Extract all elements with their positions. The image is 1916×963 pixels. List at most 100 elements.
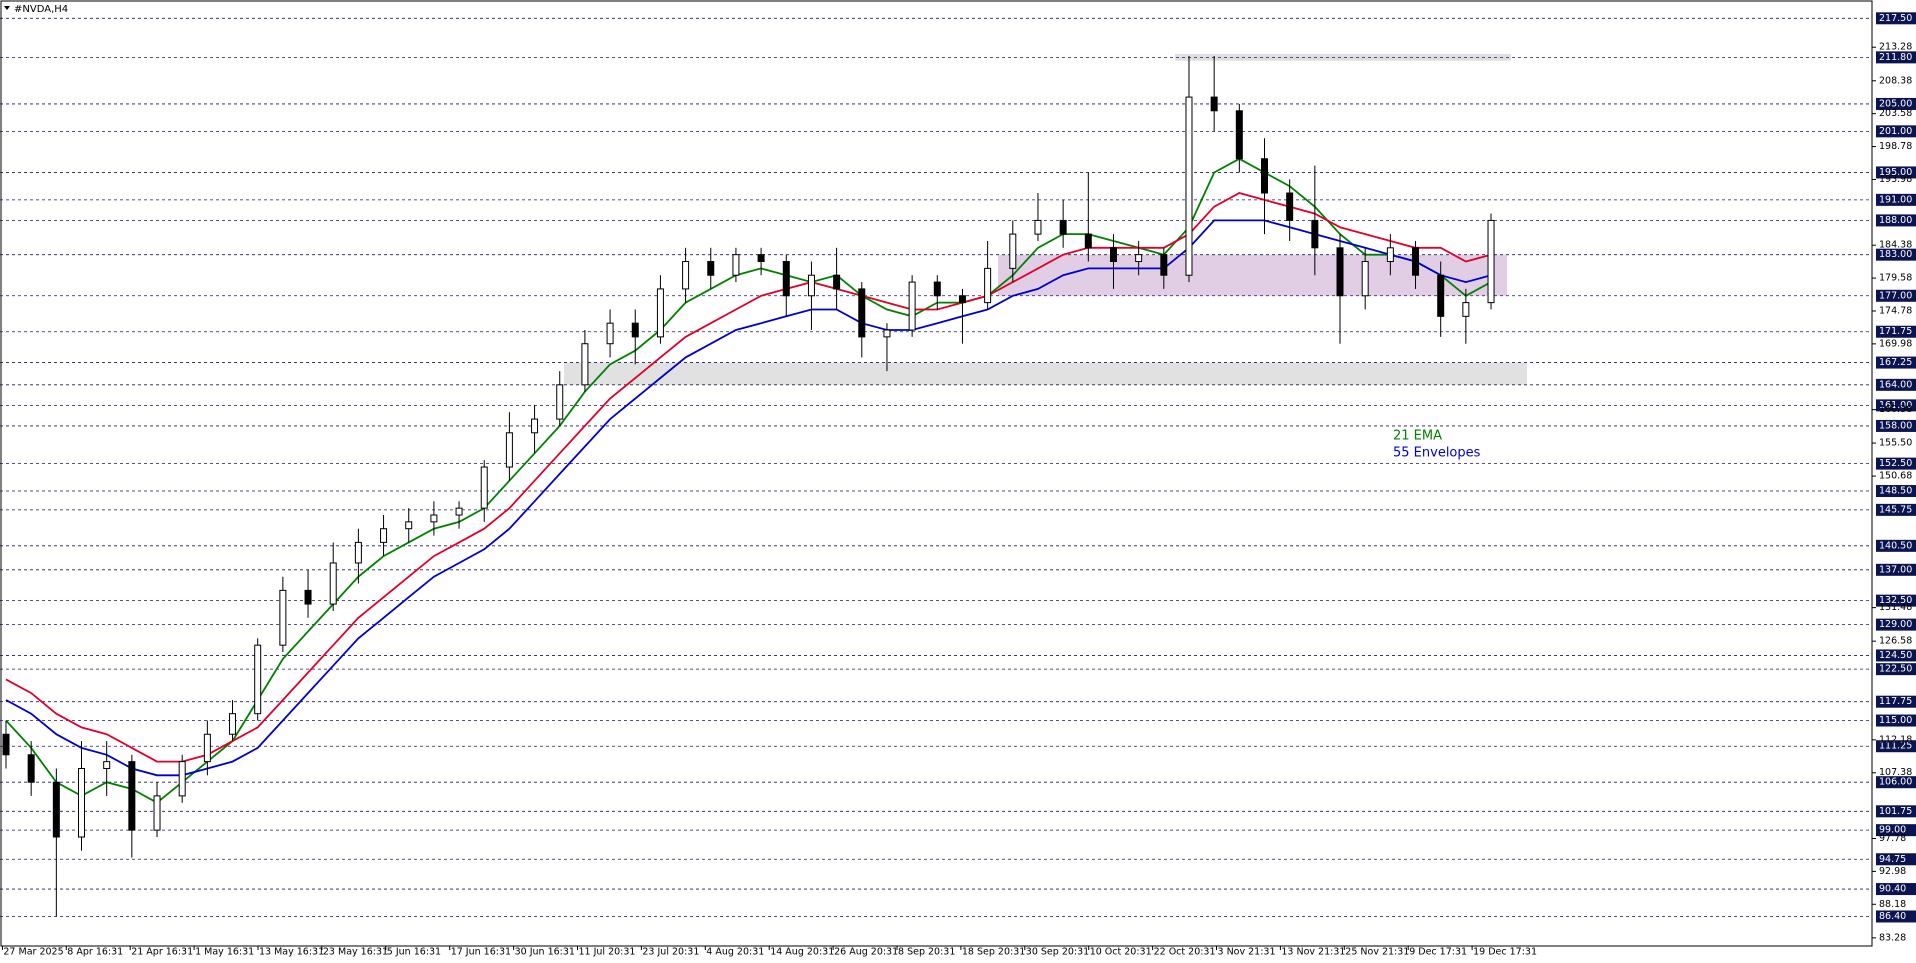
level-label-box [1876, 714, 1916, 727]
level-label: 188.00 [1879, 215, 1912, 226]
y-tick-label: 198.78 [1879, 141, 1912, 152]
candle-body [606, 322, 614, 345]
level-label: 129.00 [1879, 619, 1912, 630]
candle-body [128, 761, 136, 831]
level-label-box [1876, 539, 1916, 552]
legend-ema: 21 EMA [1393, 429, 1442, 444]
candle-body [883, 329, 891, 338]
level-label-box [1876, 248, 1916, 261]
menu-arrow[interactable] [4, 6, 10, 10]
candle-body [254, 644, 262, 715]
level-label-box [1876, 649, 1916, 662]
x-tick-label: 4 Aug 20:31 [706, 947, 764, 958]
candle-body [480, 466, 488, 509]
x-tick-label: 25 Nov 21:31 [1345, 947, 1409, 958]
level-label-box [1876, 419, 1916, 432]
level-label-box [1876, 805, 1916, 818]
x-tick-label: 21 Apr 16:31 [131, 947, 193, 958]
x-tick-label: 18 Sep 20:31 [962, 947, 1025, 958]
candle-body [455, 507, 463, 516]
level-label-box [1876, 824, 1916, 837]
y-tick-label: 88.18 [1879, 899, 1906, 910]
candle-body [958, 295, 966, 304]
candle-body [631, 322, 639, 338]
level-label-box [1876, 485, 1916, 498]
candle-body [1286, 192, 1294, 221]
x-tick-label: 8 Sep 20:31 [898, 947, 955, 958]
level-label: 111.25 [1879, 741, 1912, 752]
level-label: 115.00 [1879, 715, 1912, 726]
x-tick-label: 27 Mar 2025 [3, 947, 63, 958]
y-tick-label: 155.50 [1879, 438, 1912, 449]
candle-body [354, 541, 362, 564]
candle-body [304, 589, 312, 605]
y-tick-label: 83.28 [1879, 932, 1906, 943]
candle-body [1059, 219, 1067, 235]
candle-body [782, 261, 790, 297]
candle-body [405, 521, 413, 530]
indicator-line [5, 157, 1492, 804]
candle-body [581, 343, 589, 386]
y-tick-label: 126.58 [1879, 636, 1912, 647]
y-tick-label: 131.48 [1879, 602, 1912, 613]
x-tick-label: 23 Jul 20:31 [642, 947, 699, 958]
candle-body [1336, 247, 1344, 297]
y-tick-label: 112.18 [1879, 734, 1912, 745]
level-label: 171.75 [1879, 326, 1912, 337]
candle-body [1210, 96, 1218, 112]
level-label-box [1876, 12, 1916, 25]
y-tick-label: 203.58 [1879, 108, 1912, 119]
candle-body [1009, 233, 1017, 269]
y-tick-label: 92.98 [1879, 866, 1906, 877]
candle-body [1261, 158, 1268, 194]
level-label-box [1876, 503, 1916, 516]
y-tick-label: 160.38 [1879, 404, 1912, 415]
candle-body [933, 281, 941, 297]
x-tick-label: 13 May 16:31 [259, 947, 324, 958]
level-label: 106.00 [1879, 777, 1912, 788]
level-label: 167.25 [1879, 357, 1912, 368]
y-tick-label: 184.38 [1879, 240, 1912, 251]
x-tick-label: 3 Nov 21:31 [1218, 947, 1276, 958]
y-tick-label: 208.38 [1879, 75, 1912, 86]
x-tick-label: 14 Aug 20:31 [770, 947, 834, 958]
level-label: 164.00 [1879, 379, 1912, 390]
level-label: 90.40 [1879, 884, 1906, 895]
candle-body [1185, 96, 1193, 276]
x-tick-label: 26 Aug 20:31 [834, 947, 898, 958]
x-tick-label: 9 Dec 17:31 [1409, 947, 1467, 958]
candle-body [430, 514, 438, 523]
y-tick-label: 97.78 [1879, 833, 1906, 844]
candle-body [505, 432, 513, 468]
level-label: 101.75 [1879, 806, 1912, 817]
candle-body [707, 261, 715, 276]
candle-body [908, 281, 916, 331]
level-label: 117.75 [1879, 696, 1912, 707]
candle-body [556, 384, 564, 420]
level-label-box [1876, 740, 1916, 753]
level-label: 177.00 [1879, 290, 1912, 301]
level-label-box [1876, 776, 1916, 789]
candle-body [329, 562, 337, 605]
x-tick-label: 13 Nov 21:31 [1281, 947, 1345, 958]
y-tick-label: 169.98 [1879, 338, 1912, 349]
x-tick-label: 1 May 16:31 [195, 947, 254, 958]
level-label-box [1876, 193, 1916, 206]
level-label-box [1876, 97, 1916, 110]
level-label: 158.00 [1879, 420, 1912, 431]
candle-body [229, 713, 237, 735]
level-label-box [1876, 695, 1916, 708]
zone [564, 362, 1527, 385]
x-tick-label: 8 Apr 16:31 [67, 947, 123, 958]
level-label: 152.50 [1879, 458, 1912, 469]
candle-body [1462, 302, 1470, 317]
level-label-box [1876, 214, 1916, 227]
candle-body [1109, 247, 1117, 263]
candle-body [279, 589, 287, 646]
x-tick-label: 23 May 16:31 [323, 947, 388, 958]
candle-body [103, 761, 111, 769]
x-tick-label: 22 Oct 20:31 [1154, 947, 1216, 958]
candle-body [1160, 254, 1168, 276]
candle-body [656, 288, 664, 338]
